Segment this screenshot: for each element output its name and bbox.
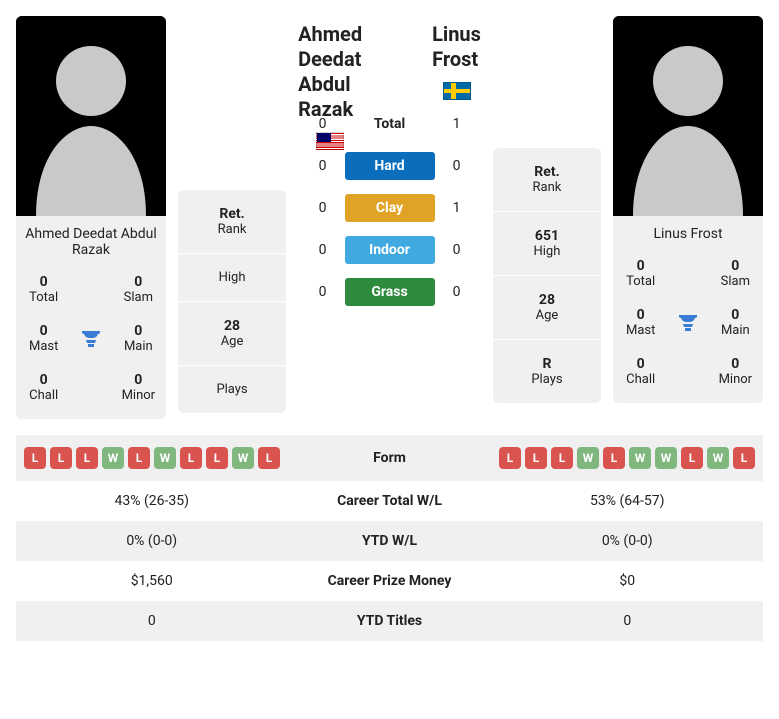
form-badge: L xyxy=(499,447,521,469)
row-prize: $1,560 Career Prize Money $0 xyxy=(16,561,763,601)
form-badge: L xyxy=(603,447,625,469)
player1-stat-mast: 0Mast xyxy=(29,323,58,354)
form-badge: L xyxy=(733,447,755,469)
player1-ret-rank: Ret.Rank xyxy=(178,190,286,253)
row-ytd-wl: 0% (0-0) YTD W/L 0% (0-0) xyxy=(16,521,763,561)
player1-stat-main: 0Main xyxy=(124,323,153,354)
player2-plays: RPlays xyxy=(493,339,601,403)
player1-plays: Plays xyxy=(178,365,286,413)
player2-stat-slam: 0Slam xyxy=(721,258,750,289)
form-badge: W xyxy=(629,447,651,469)
form-badge: L xyxy=(206,447,228,469)
player1-info-card: Ret.Rank High 28Age Plays xyxy=(178,190,286,413)
form-badge: L xyxy=(681,447,703,469)
h2h-grass: 0 Grass 0 xyxy=(298,278,481,306)
h2h-clay: 0 Clay 1 xyxy=(298,194,481,222)
player2-ytd-wl: 0% (0-0) xyxy=(500,533,756,549)
comparison-table: LLLWLWLLWL Form LLLWLWWLWL 43% (26-35) C… xyxy=(16,435,763,641)
player2-photo xyxy=(613,16,763,216)
person-silhouette-icon xyxy=(16,16,166,216)
player1-stat-chall: 0Chall xyxy=(29,372,58,403)
player2-ret-rank: Ret.Rank xyxy=(493,148,601,211)
player2-trophy xyxy=(676,311,700,335)
label-form: Form xyxy=(280,450,499,466)
label-prize: Career Prize Money xyxy=(280,573,500,589)
form-badge: L xyxy=(76,447,98,469)
person-silhouette-icon xyxy=(613,16,763,216)
player2-age: 28Age xyxy=(493,275,601,339)
top-section: Ahmed Deedat Abdul Razak 0Total 0Slam 0M… xyxy=(0,0,779,435)
player1-trophy xyxy=(79,327,103,351)
player1-ytd-titles: 0 xyxy=(24,613,280,629)
label-ytd-wl: YTD W/L xyxy=(280,533,500,549)
form-badge: L xyxy=(525,447,547,469)
form-badge: L xyxy=(50,447,72,469)
player2-stat-main: 0Main xyxy=(721,307,750,338)
form-badge: W xyxy=(577,447,599,469)
player1-stat-total: 0Total xyxy=(29,274,58,305)
player2-stat-minor: 0Minor xyxy=(719,356,753,387)
flag-malaysia-icon xyxy=(316,132,344,150)
row-career-wl: 43% (26-35) Career Total W/L 53% (64-57) xyxy=(16,481,763,521)
player1-age: 28Age xyxy=(178,301,286,365)
player2-card: Linus Frost 0Total 0Slam 0Mast 0Main 0Ch… xyxy=(613,16,763,403)
trophy-icon xyxy=(79,327,103,351)
player1-ytd-wl: 0% (0-0) xyxy=(24,533,280,549)
form-badge: W xyxy=(655,447,677,469)
flag-sweden-icon xyxy=(443,82,471,100)
form-badge: W xyxy=(154,447,176,469)
form-badge: L xyxy=(180,447,202,469)
player2-stat-total: 0Total xyxy=(626,258,655,289)
form-badge: L xyxy=(24,447,46,469)
form-badge: W xyxy=(102,447,124,469)
h2h-indoor: 0 Indoor 0 xyxy=(298,236,481,264)
player2-stat-mast: 0Mast xyxy=(626,307,655,338)
player2-stats-grid: 0Total 0Slam 0Mast 0Main 0Chall 0Minor xyxy=(613,250,763,403)
form-badge: L xyxy=(128,447,150,469)
form-badge: L xyxy=(551,447,573,469)
player2-card-name: Linus Frost xyxy=(649,216,726,250)
form-badge: W xyxy=(707,447,729,469)
player1-stat-minor: 0Minor xyxy=(122,372,156,403)
label-ytd-titles: YTD Titles xyxy=(280,613,500,629)
player2-ytd-titles: 0 xyxy=(500,613,756,629)
player1-high: High xyxy=(178,253,286,301)
center-column: Ahmed Deedat Abdul Razak Linus Frost 0 T… xyxy=(298,16,481,320)
form-badge: L xyxy=(258,447,280,469)
player1-card: Ahmed Deedat Abdul Razak 0Total 0Slam 0M… xyxy=(16,16,166,419)
player1-career-wl: 43% (26-35) xyxy=(24,493,280,509)
player2-high: 651High xyxy=(493,211,601,275)
player2-info-card: Ret.Rank 651High 28Age RPlays xyxy=(493,148,601,403)
form-badge: W xyxy=(232,447,254,469)
player1-stats-grid: 0Total 0Slam 0Mast 0Main 0Chall 0Minor xyxy=(16,266,166,419)
trophy-icon xyxy=(676,311,700,335)
player2-prize: $0 xyxy=(500,573,756,589)
player1-photo xyxy=(16,16,166,216)
player2-form: LLLWLWWLWL xyxy=(499,447,755,469)
label-career-wl: Career Total W/L xyxy=(280,493,500,509)
row-ytd-titles: 0 YTD Titles 0 xyxy=(16,601,763,641)
player1-prize: $1,560 xyxy=(24,573,280,589)
player1-stat-slam: 0Slam xyxy=(124,274,153,305)
player2-career-wl: 53% (64-57) xyxy=(500,493,756,509)
player1-form: LLLWLWLLWL xyxy=(24,447,280,469)
h2h-hard: 0 Hard 0 xyxy=(298,152,481,180)
player1-card-name: Ahmed Deedat Abdul Razak xyxy=(16,216,166,266)
row-form: LLLWLWLLWL Form LLLWLWWLWL xyxy=(16,435,763,481)
player2-stat-chall: 0Chall xyxy=(626,356,655,387)
